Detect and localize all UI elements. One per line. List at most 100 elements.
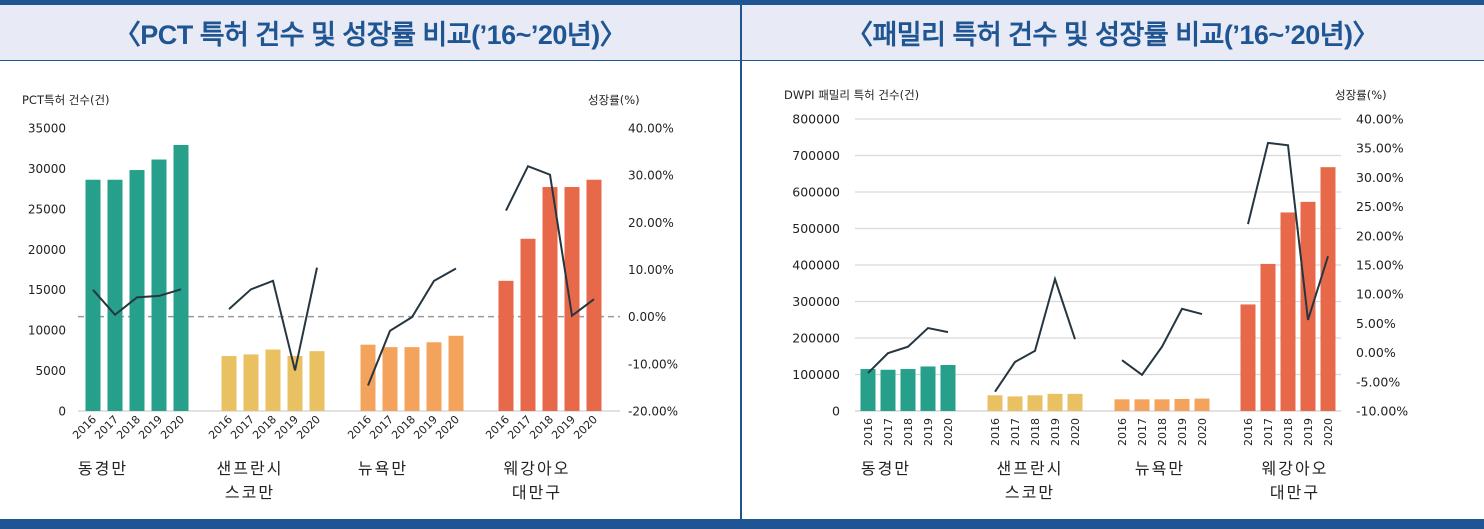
bar <box>448 335 464 411</box>
y-tick-label: 100000 <box>792 367 840 382</box>
bar <box>900 369 916 411</box>
bar <box>173 144 189 412</box>
growth-line <box>228 267 318 371</box>
group-label: 샌프란시 <box>997 459 1064 478</box>
y-tick-label: 800000 <box>792 112 840 127</box>
year-tick-label: 2017 <box>92 413 121 442</box>
y2-tick-label: 35.00% <box>1356 141 1404 156</box>
y2-tick-label: 5.00% <box>1356 316 1396 331</box>
y2-axis-title: 성장률(%) <box>588 93 640 107</box>
year-tick-label: 2018 <box>389 413 418 442</box>
group-label: 스코만 <box>225 483 275 502</box>
year-tick-label: 2018 <box>902 418 915 446</box>
y2-tick-label: 25.00% <box>1356 199 1404 214</box>
left-chart-title: 〈PCT 특허 건수 및 성장률 비교(’16~’20년)〉 <box>113 20 627 50</box>
bar <box>1194 398 1210 411</box>
y-tick-label: 200000 <box>792 331 840 346</box>
y-tick-label: 0 <box>832 404 840 419</box>
right-chart-title: 〈패밀리 특허 건수 및 성장률 비교(’16~’20년)〉 <box>845 20 1380 50</box>
year-tick-label: 2019 <box>922 418 935 446</box>
left-chart-header: 〈PCT 특허 건수 및 성장률 비교(’16~’20년)〉 <box>0 5 740 61</box>
year-tick-label: 2016 <box>70 413 99 442</box>
bar <box>542 187 558 411</box>
year-tick-label: 2019 <box>272 413 301 442</box>
growth-line <box>1121 307 1203 377</box>
group-label: 스코만 <box>1005 483 1055 502</box>
y-tick-label: 30000 <box>28 162 66 176</box>
bar <box>382 347 398 411</box>
year-tick-label: 2019 <box>136 413 165 442</box>
bar <box>1240 304 1256 411</box>
bar <box>1027 395 1043 411</box>
y2-tick-label: 20.00% <box>628 216 674 230</box>
year-tick-label: 2018 <box>527 413 556 442</box>
year-tick-label: 2016 <box>1116 418 1129 446</box>
year-tick-label: 2017 <box>1009 418 1022 446</box>
year-tick-label: 2019 <box>1049 418 1062 446</box>
year-tick-label: 2020 <box>1069 418 1082 446</box>
bar <box>860 369 876 411</box>
bar <box>1260 263 1276 411</box>
right-chart-header: 〈패밀리 특허 건수 및 성장률 비교(’16~’20년)〉 <box>741 5 1484 61</box>
group-label: 뉴욕만 <box>1135 459 1185 478</box>
bottom-border <box>0 519 1484 529</box>
year-tick-label: 2019 <box>549 413 578 442</box>
bar <box>520 238 536 411</box>
bar <box>129 170 145 411</box>
group-label: 뉴욕만 <box>358 459 408 478</box>
growth-line <box>505 164 595 318</box>
year-tick-label: 2018 <box>1156 418 1169 446</box>
bar <box>920 366 936 411</box>
bar <box>221 356 237 411</box>
year-tick-label: 2017 <box>1136 418 1149 446</box>
y-tick-label: 25000 <box>28 202 66 216</box>
y2-axis-title: 성장률(%) <box>1335 88 1387 102</box>
year-tick-label: 2016 <box>862 418 875 446</box>
y-tick-label: 35000 <box>28 122 66 136</box>
bar <box>404 347 420 411</box>
year-tick-label: 2016 <box>345 413 374 442</box>
bar <box>564 187 580 411</box>
year-tick-label: 2019 <box>411 413 440 442</box>
top-border <box>0 0 1484 5</box>
year-tick-label: 2020 <box>158 413 187 442</box>
year-tick-label: 2020 <box>433 413 462 442</box>
y2-tick-label: 30.00% <box>628 169 674 183</box>
y-tick-label: 600000 <box>792 185 840 200</box>
bar <box>1154 399 1170 411</box>
y2-tick-label: -10.00% <box>628 357 678 371</box>
group-2: 2016 2017 2018 2019 2020 뉴욕만 <box>1114 307 1210 478</box>
year-tick-label: 2019 <box>1176 418 1189 446</box>
y2-tick-label: -10.00% <box>1356 404 1408 419</box>
group-0: 2016 2017 2018 2019 2020 동경만 <box>860 326 956 478</box>
bar <box>107 179 123 411</box>
year-tick-label: 2017 <box>882 418 895 446</box>
group-label: 웨강아오 <box>1262 459 1329 478</box>
bar <box>940 365 956 411</box>
y-tick-label: 10000 <box>28 324 66 338</box>
bar <box>1280 212 1296 411</box>
bar <box>309 351 325 411</box>
bar <box>1067 393 1083 411</box>
year-tick-label: 2018 <box>1282 418 1295 446</box>
bar <box>1134 399 1150 411</box>
y2-tick-label: 40.00% <box>1356 112 1404 127</box>
bar <box>586 179 602 411</box>
y2-tick-label: 20.00% <box>1356 228 1404 243</box>
pct-chart: PCT특허 건수(건) 성장률(%) 35000 30000 25000 20000 150… <box>22 93 678 502</box>
growth-line <box>367 267 457 386</box>
year-tick-label: 2020 <box>571 413 600 442</box>
year-tick-label: 2017 <box>1262 418 1275 446</box>
bar <box>1047 393 1063 411</box>
bar <box>287 356 303 411</box>
bar <box>880 369 896 411</box>
y2-tick-label: 40.00% <box>628 122 674 136</box>
y-tick-label: 0 <box>58 405 66 419</box>
year-tick-label: 2017 <box>505 413 534 442</box>
year-tick-label: 2017 <box>367 413 396 442</box>
year-tick-label: 2020 <box>294 413 323 442</box>
year-tick-label: 2020 <box>1196 418 1209 446</box>
y-tick-label: 300000 <box>792 294 840 309</box>
